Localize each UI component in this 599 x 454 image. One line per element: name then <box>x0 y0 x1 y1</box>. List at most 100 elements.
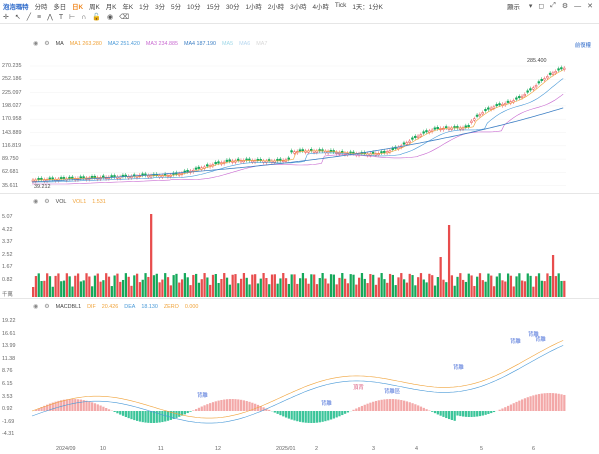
macd-bar <box>512 403 515 411</box>
macd-bar <box>43 405 46 411</box>
candle <box>349 151 352 154</box>
pattern-tool-icon[interactable]: ⋀ <box>47 14 53 21</box>
zero-value: 0.000 <box>184 303 199 310</box>
period-tab[interactable]: 1分 <box>139 3 150 11</box>
y-axis-label: 116.819 <box>2 142 22 149</box>
volume-bar <box>43 280 46 297</box>
macd-bar <box>425 409 428 411</box>
chevron-down-icon[interactable]: ▾ <box>528 3 533 10</box>
period-tab[interactable]: 1天：1分K <box>352 3 383 11</box>
y-axis-label: 4.22 <box>2 226 13 233</box>
ma-label: MA7 <box>256 40 268 47</box>
volume-bar <box>234 274 237 297</box>
period-tab[interactable]: 30分 <box>225 3 240 11</box>
macd-bar <box>127 411 130 419</box>
settings-icon[interactable]: ⚙ <box>44 304 50 310</box>
ma3-line <box>32 93 564 185</box>
volume-bar <box>388 273 392 297</box>
candle <box>276 158 279 161</box>
visibility-icon[interactable]: ◉ <box>33 41 39 47</box>
settings-icon[interactable]: ⚙ <box>44 199 50 205</box>
fib-tool-icon[interactable]: ≡ <box>36 13 42 21</box>
period-tab[interactable]: 3分 <box>155 3 166 11</box>
visibility-icon[interactable]: ◉ <box>33 304 39 310</box>
y-axis-label: 千萬 <box>2 291 13 298</box>
volume-bar <box>270 274 274 297</box>
candle <box>82 176 85 179</box>
x-axis-label: 3 <box>372 446 375 452</box>
cursor-icon[interactable]: ↖ <box>14 14 21 21</box>
eye-icon[interactable]: ◉ <box>106 14 114 21</box>
macd-bar <box>293 411 296 421</box>
volume-bar <box>189 285 192 297</box>
macd-bar <box>315 411 319 423</box>
macd-bar <box>532 395 535 411</box>
settings-icon[interactable]: ⚙ <box>44 41 50 47</box>
period-tab[interactable]: 1小時 <box>245 3 262 11</box>
volume-bar <box>40 281 43 297</box>
fullscreen-icon[interactable]: ⤢ <box>550 2 556 9</box>
candle <box>405 142 409 145</box>
y-axis-label: 170.958 <box>2 116 22 123</box>
volume-bar <box>220 278 223 297</box>
macd-bar <box>144 411 147 423</box>
volume-bar <box>504 281 507 297</box>
ma-legend-item: MA4 187.190 <box>184 41 216 47</box>
macd-bar <box>414 404 417 411</box>
period-tab[interactable]: 3小時 <box>290 3 307 11</box>
line-tool-icon[interactable]: ╱ <box>26 14 31 21</box>
low-price-label: 39.212 <box>34 184 51 190</box>
candle <box>548 72 552 75</box>
period-tab[interactable]: 15分 <box>206 3 220 11</box>
period-tab[interactable]: Tick <box>334 1 347 9</box>
volume-bar <box>82 280 85 297</box>
period-tab[interactable]: 4小時 <box>312 3 329 11</box>
trash-icon[interactable]: ⌫ <box>119 14 129 21</box>
crosshair-icon[interactable]: ✛ <box>3 14 9 21</box>
period-tab[interactable]: 日K <box>72 3 84 11</box>
period-tab[interactable]: 2小時 <box>267 3 285 11</box>
period-tab[interactable]: 10分 <box>186 3 201 11</box>
divider <box>0 193 599 194</box>
settings-icon[interactable]: ⚙ <box>561 3 569 10</box>
volume-bar <box>414 285 417 297</box>
visibility-icon[interactable]: ◉ <box>33 199 39 205</box>
text-tool-icon[interactable]: T <box>58 13 64 21</box>
volume-bar <box>338 277 341 297</box>
period-tab[interactable]: 周K <box>89 3 100 11</box>
volume-bar <box>152 275 156 297</box>
close-icon[interactable]: ✕ <box>587 3 593 10</box>
macd-bar <box>523 398 527 411</box>
volume-bar <box>473 285 476 297</box>
camera-icon[interactable]: ◻ <box>538 3 545 10</box>
period-tab[interactable]: 月K <box>105 3 117 11</box>
display-button[interactable]: 顯示 <box>507 3 520 11</box>
minimize-icon[interactable]: — <box>574 2 582 10</box>
volume-bar <box>251 274 254 297</box>
candle <box>433 127 437 130</box>
macd-bar <box>147 411 150 423</box>
measure-tool-icon[interactable]: ⊢ <box>69 14 76 21</box>
period-tab[interactable]: 分時 <box>34 3 48 11</box>
volume-bar <box>462 279 465 297</box>
divider <box>0 23 599 24</box>
period-tab[interactable]: 5分 <box>171 3 181 11</box>
adjust-button[interactable]: 前復權 <box>574 43 591 49</box>
macd-bar <box>192 410 195 411</box>
period-tab[interactable]: 多日 <box>53 3 67 11</box>
magnet-icon[interactable]: ∩ <box>81 13 87 21</box>
dea-line <box>31 345 564 424</box>
volume-bar <box>315 284 319 297</box>
candle <box>194 167 198 170</box>
candle <box>484 109 487 112</box>
candle <box>470 120 473 123</box>
volume-bar <box>343 278 347 297</box>
lock-icon[interactable]: 🔓 <box>92 14 101 21</box>
volume-bar <box>439 257 442 297</box>
period-tab[interactable]: 年K <box>122 3 134 11</box>
volume-bar <box>372 274 375 297</box>
volume-bar <box>54 275 57 297</box>
volume-bar <box>57 273 60 297</box>
macd-bar <box>543 393 546 411</box>
